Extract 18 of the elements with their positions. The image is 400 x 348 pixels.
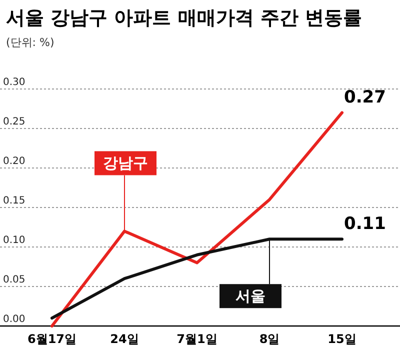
y-tick-label: 0.15	[3, 196, 26, 206]
x-tick-label: 6월17일	[27, 332, 77, 346]
y-tick-label: 0.20	[3, 156, 26, 167]
chart-title: 서울 강남구 아파트 매매가격 주간 변동률	[6, 7, 362, 29]
y-tick-label: 0.25	[3, 116, 26, 128]
y-tick-label: 0.30	[3, 77, 26, 88]
text: 서울	[236, 287, 266, 306]
y-tick-label: 0.10	[3, 235, 26, 246]
x-tick-label: 8일	[259, 332, 280, 346]
text: 강남구	[103, 154, 148, 172]
y-tick-label: 0.05	[3, 274, 26, 286]
chart-subtitle: (단위: %)	[6, 36, 54, 49]
x-tick-label: 24일	[110, 332, 139, 346]
x-tick-label: 15일	[328, 332, 356, 346]
data-label: 0.11	[344, 214, 386, 234]
x-tick-label: 7월1일	[176, 332, 218, 346]
y-tick-label: 0.00	[3, 314, 26, 325]
data-label: 0.27	[344, 88, 386, 108]
